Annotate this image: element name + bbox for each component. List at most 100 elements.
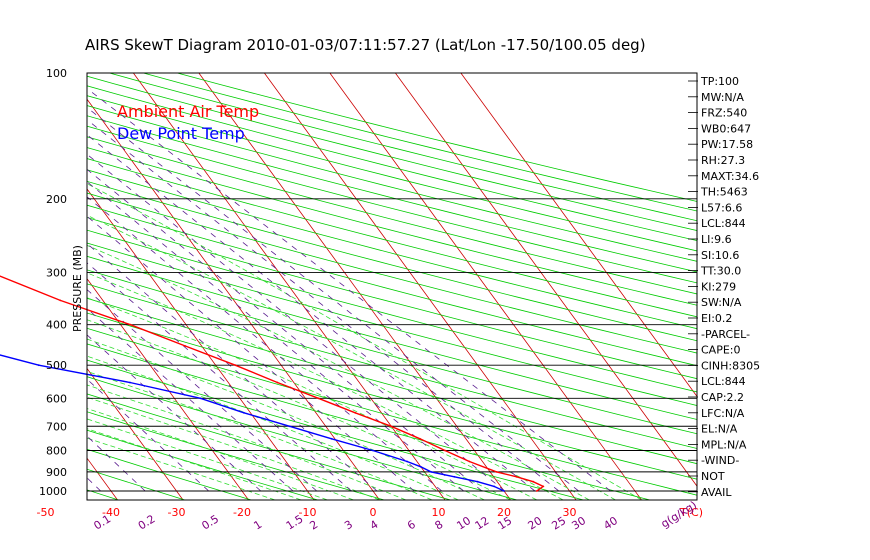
dry-adiabat-line: [87, 147, 697, 306]
index-label: LCL:844: [701, 217, 746, 230]
mixing-ratio-tick-label: 30: [569, 514, 588, 532]
bottom-temp-tick-label: -40: [102, 506, 120, 519]
ambient-air-temp-point: [276, 381, 279, 384]
dry-adiabat-line: [87, 269, 697, 435]
bottom-temp-tick-label: -30: [168, 506, 186, 519]
index-label: EL:N/A: [701, 423, 738, 436]
mixing-ratio-tick-label: 12: [473, 514, 492, 532]
dry-adiabat-line: [87, 376, 518, 500]
dew-point-temp-point: [419, 465, 422, 468]
dry-adiabat-line: [143, 73, 697, 212]
index-label: TP:100: [700, 75, 739, 88]
index-label: -WIND-: [701, 454, 739, 467]
mixing-ratio-tick-label: 10: [454, 514, 473, 532]
index-label: LI:9.6: [701, 233, 732, 246]
dry-adiabat-line: [109, 73, 697, 222]
index-label: PW:17.58: [701, 138, 753, 151]
y-axis-label: PRESSURE (MB): [71, 245, 84, 332]
dew-point-temp-point: [288, 425, 291, 428]
mixing-ratio-line: [87, 168, 483, 492]
dry-adiabat-line: [87, 297, 697, 465]
dry-adiabat-line: [87, 327, 697, 496]
dry-adiabat-line: [87, 105, 697, 262]
ambient-air-temp-point: [535, 490, 538, 492]
moist-adiabat-line: [87, 355, 459, 500]
dry-adiabat-line: [87, 204, 697, 367]
dry-adiabat-line: [87, 125, 697, 284]
dry-adiabat-line: [87, 158, 697, 318]
index-label: TT:30.0: [700, 265, 741, 278]
dry-adiabat-line: [87, 180, 697, 342]
profile-series: [0, 275, 545, 492]
dew-point-temp-point: [199, 397, 202, 400]
isotherm-line: [87, 457, 118, 500]
index-label: LCL:844: [701, 375, 746, 388]
ambient-air-temp-point: [419, 437, 421, 440]
moist-adiabat-line: [87, 370, 433, 500]
pressure-tick-label: 600: [46, 392, 67, 405]
ambient-air-temp-point: [317, 397, 320, 400]
dew-point-temp-line: [0, 354, 505, 492]
bottom-temp-tick-label: 0: [370, 506, 377, 519]
isotherm-line: [87, 367, 184, 500]
mixing-ratio-line: [87, 134, 536, 492]
moist-adiabat-line: [87, 428, 302, 500]
dry-adiabat-line: [87, 393, 451, 500]
pressure-tick-label: 800: [46, 444, 67, 457]
pressure-tick-label: 900: [46, 466, 67, 479]
dew-point-temp-point: [453, 475, 456, 478]
legend-ambient-air-temp: Ambient Air Temp: [117, 102, 259, 121]
bottom-temp-tick-label: 10: [432, 506, 446, 519]
index-label: EI:0.2: [701, 312, 732, 325]
ambient-air-temp-point: [59, 299, 62, 302]
index-label: AVAIL: [701, 486, 732, 499]
isotherm-line: [87, 277, 249, 500]
ambient-air-temp-point: [184, 345, 187, 347]
ambient-air-temp-point: [234, 364, 237, 367]
mixing-ratio-line: [87, 107, 579, 492]
moist-adiabat-line: [87, 418, 328, 500]
isotherm-line: [329, 73, 642, 500]
mixing-ratio-line: [87, 215, 415, 492]
mixing-ratio-tick-label: 25: [550, 514, 569, 532]
index-label: CAP:2.2: [701, 391, 744, 404]
dry-adiabat-line: [87, 255, 697, 420]
dry-adiabat-line: [87, 95, 697, 252]
mixing-ratio-tick-label: 2: [308, 518, 321, 533]
index-label: NOT: [701, 470, 725, 483]
dry-adiabat-line: [87, 136, 697, 295]
ambient-air-temp-point: [532, 480, 535, 483]
mixing-ratio-tick-label: 4: [368, 518, 381, 533]
mixing-ratio-line: [87, 196, 443, 492]
mixing-ratio-lines: [87, 88, 611, 492]
index-label: MAXT:34.6: [701, 170, 759, 183]
bottom-temp-tick-label: -10: [299, 506, 317, 519]
index-label: FRZ:540: [701, 107, 747, 120]
pressure-tick-label: 700: [46, 420, 67, 433]
ambient-air-temp-point: [390, 425, 393, 428]
dry-adiabat-line: [87, 343, 650, 500]
index-label: MPL:N/A: [701, 438, 747, 451]
moist-adiabat-line: [87, 408, 354, 500]
dry-adiabat-line: [87, 359, 584, 500]
index-label: -PARCEL-: [701, 328, 750, 341]
chart-title: AIRS SkewT Diagram 2010-01-03/07:11:57.2…: [85, 36, 646, 54]
dry-adiabat-line: [87, 192, 697, 354]
dry-adiabat-line: [87, 229, 697, 393]
dew-point-temp-point: [493, 485, 495, 488]
legend-dew-point-temp: Dew Point Temp: [117, 124, 245, 143]
mixing-ratio-tick-label: 20: [526, 514, 545, 532]
ambient-air-temp-point: [515, 475, 518, 478]
index-label: TH:5463: [700, 186, 748, 199]
dry-adiabat-line: [87, 115, 697, 273]
mixing-ratio-tick-label: 1: [252, 518, 265, 533]
mixing-ratio-tick-label: 15: [496, 514, 515, 532]
dew-point-temp-point: [430, 471, 432, 473]
mixing-ratio-tick-label: 40: [601, 514, 620, 532]
dry-adiabat-line: [87, 283, 697, 449]
isotherm-line: [198, 73, 511, 500]
index-label: LFC:N/A: [701, 407, 745, 420]
index-label: CINH:8305: [701, 359, 760, 372]
moist-adiabat-line: [87, 437, 275, 500]
